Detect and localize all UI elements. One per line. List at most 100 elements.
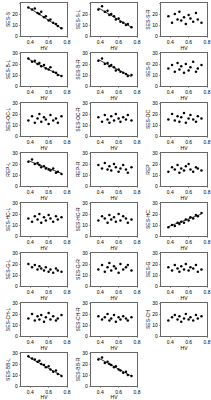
svg-text:HV: HV xyxy=(181,45,189,51)
svg-text:20: 20 xyxy=(12,111,18,117)
svg-text:10: 10 xyxy=(82,122,88,128)
svg-text:SES-BB-L: SES-BB-L xyxy=(5,358,11,381)
svg-text:30: 30 xyxy=(12,100,18,106)
svg-text:HV: HV xyxy=(41,195,49,201)
svg-text:0: 0 xyxy=(15,183,18,189)
svg-text:20: 20 xyxy=(152,311,158,317)
svg-text:0.4: 0.4 xyxy=(167,139,174,145)
svg-text:HV: HV xyxy=(41,95,49,101)
svg-text:0.6: 0.6 xyxy=(185,239,192,245)
svg-text:0.6: 0.6 xyxy=(185,289,192,295)
svg-text:SES-HC: SES-HC xyxy=(145,210,151,229)
svg-text:0.6: 0.6 xyxy=(185,339,192,345)
svg-text:0.4: 0.4 xyxy=(167,189,174,195)
svg-text:0.6: 0.6 xyxy=(185,139,192,145)
svg-text:0: 0 xyxy=(15,33,18,39)
svg-text:SES-G: SES-G xyxy=(145,262,151,278)
svg-text:0.4: 0.4 xyxy=(27,389,34,395)
svg-text:0.6: 0.6 xyxy=(115,139,122,145)
svg-text:0.8: 0.8 xyxy=(204,239,211,245)
svg-text:30: 30 xyxy=(152,100,158,106)
svg-text:0: 0 xyxy=(155,183,158,189)
svg-text:10: 10 xyxy=(82,172,88,178)
svg-text:20: 20 xyxy=(12,61,18,67)
svg-text:HV: HV xyxy=(41,295,49,301)
svg-text:20: 20 xyxy=(82,111,88,117)
svg-text:30: 30 xyxy=(82,300,88,306)
svg-text:10: 10 xyxy=(12,372,18,378)
svg-text:0.8: 0.8 xyxy=(134,189,141,195)
svg-text:SES-BB-R: SES-BB-R xyxy=(75,357,81,381)
svg-text:SES-OC-L: SES-OC-L xyxy=(5,107,11,131)
svg-text:HV: HV xyxy=(41,394,49,400)
svg-text:SES-B: SES-B xyxy=(145,61,151,77)
svg-text:30: 30 xyxy=(152,150,158,156)
svg-text:0.4: 0.4 xyxy=(97,389,104,395)
svg-text:10: 10 xyxy=(82,372,88,378)
svg-text:0.4: 0.4 xyxy=(167,39,174,45)
svg-text:30: 30 xyxy=(12,300,18,306)
svg-text:10: 10 xyxy=(12,222,18,228)
svg-text:SES-S-R: SES-S-R xyxy=(145,9,151,30)
svg-text:30: 30 xyxy=(82,200,88,206)
svg-text:0.8: 0.8 xyxy=(64,239,71,245)
svg-text:SES-HC-L: SES-HC-L xyxy=(5,208,11,232)
svg-text:30: 30 xyxy=(82,250,88,256)
svg-text:SES-OC-R: SES-OC-R xyxy=(75,107,81,132)
svg-text:HV: HV xyxy=(41,345,49,351)
svg-text:0.6: 0.6 xyxy=(45,339,52,345)
svg-text:0.6: 0.6 xyxy=(115,239,122,245)
svg-text:0.8: 0.8 xyxy=(64,39,71,45)
svg-text:0: 0 xyxy=(85,33,88,39)
svg-text:SES-S-L: SES-S-L xyxy=(75,10,81,30)
svg-text:HV: HV xyxy=(111,95,119,101)
svg-text:0: 0 xyxy=(15,333,18,339)
svg-text:0.4: 0.4 xyxy=(97,89,104,95)
svg-text:0.8: 0.8 xyxy=(134,239,141,245)
svg-text:20: 20 xyxy=(152,61,158,67)
svg-text:20: 20 xyxy=(152,11,158,17)
svg-text:REP-R: REP-R xyxy=(75,161,81,177)
svg-text:10: 10 xyxy=(82,272,88,278)
svg-text:30: 30 xyxy=(12,350,18,356)
svg-text:0.6: 0.6 xyxy=(45,239,52,245)
svg-text:0.8: 0.8 xyxy=(134,289,141,295)
svg-text:0: 0 xyxy=(85,233,88,239)
svg-text:10: 10 xyxy=(82,22,88,28)
svg-text:0: 0 xyxy=(155,33,158,39)
svg-text:0.6: 0.6 xyxy=(45,89,52,95)
svg-text:30: 30 xyxy=(152,300,158,306)
svg-text:HV: HV xyxy=(111,145,119,151)
svg-text:10: 10 xyxy=(12,172,18,178)
svg-text:HV: HV xyxy=(181,95,189,101)
svg-text:10: 10 xyxy=(152,22,158,28)
svg-text:0.6: 0.6 xyxy=(45,139,52,145)
svg-text:30: 30 xyxy=(82,100,88,106)
svg-text:0.8: 0.8 xyxy=(204,39,211,45)
svg-text:HV: HV xyxy=(41,145,49,151)
svg-text:20: 20 xyxy=(152,261,158,267)
svg-text:0.8: 0.8 xyxy=(64,289,71,295)
svg-text:0: 0 xyxy=(155,133,158,139)
svg-text:0.4: 0.4 xyxy=(167,339,174,345)
svg-text:10: 10 xyxy=(12,272,18,278)
svg-text:HV: HV xyxy=(111,345,119,351)
svg-text:HV: HV xyxy=(111,295,119,301)
svg-text:HV: HV xyxy=(181,145,189,151)
svg-text:0.4: 0.4 xyxy=(27,339,34,345)
svg-text:0: 0 xyxy=(85,133,88,139)
svg-text:0.4: 0.4 xyxy=(27,89,34,95)
svg-text:0.8: 0.8 xyxy=(204,289,211,295)
svg-text:0.4: 0.4 xyxy=(97,239,104,245)
svg-text:0: 0 xyxy=(85,283,88,289)
svg-text:30: 30 xyxy=(152,250,158,256)
svg-text:0: 0 xyxy=(85,383,88,389)
svg-text:HV: HV xyxy=(41,45,49,51)
svg-text:HV: HV xyxy=(111,45,119,51)
svg-text:SES-S: SES-S xyxy=(5,11,11,27)
svg-text:20: 20 xyxy=(12,211,18,217)
svg-text:20: 20 xyxy=(12,161,18,167)
svg-text:0.4: 0.4 xyxy=(27,289,34,295)
svg-text:HV: HV xyxy=(181,245,189,251)
svg-text:0.4: 0.4 xyxy=(97,289,104,295)
